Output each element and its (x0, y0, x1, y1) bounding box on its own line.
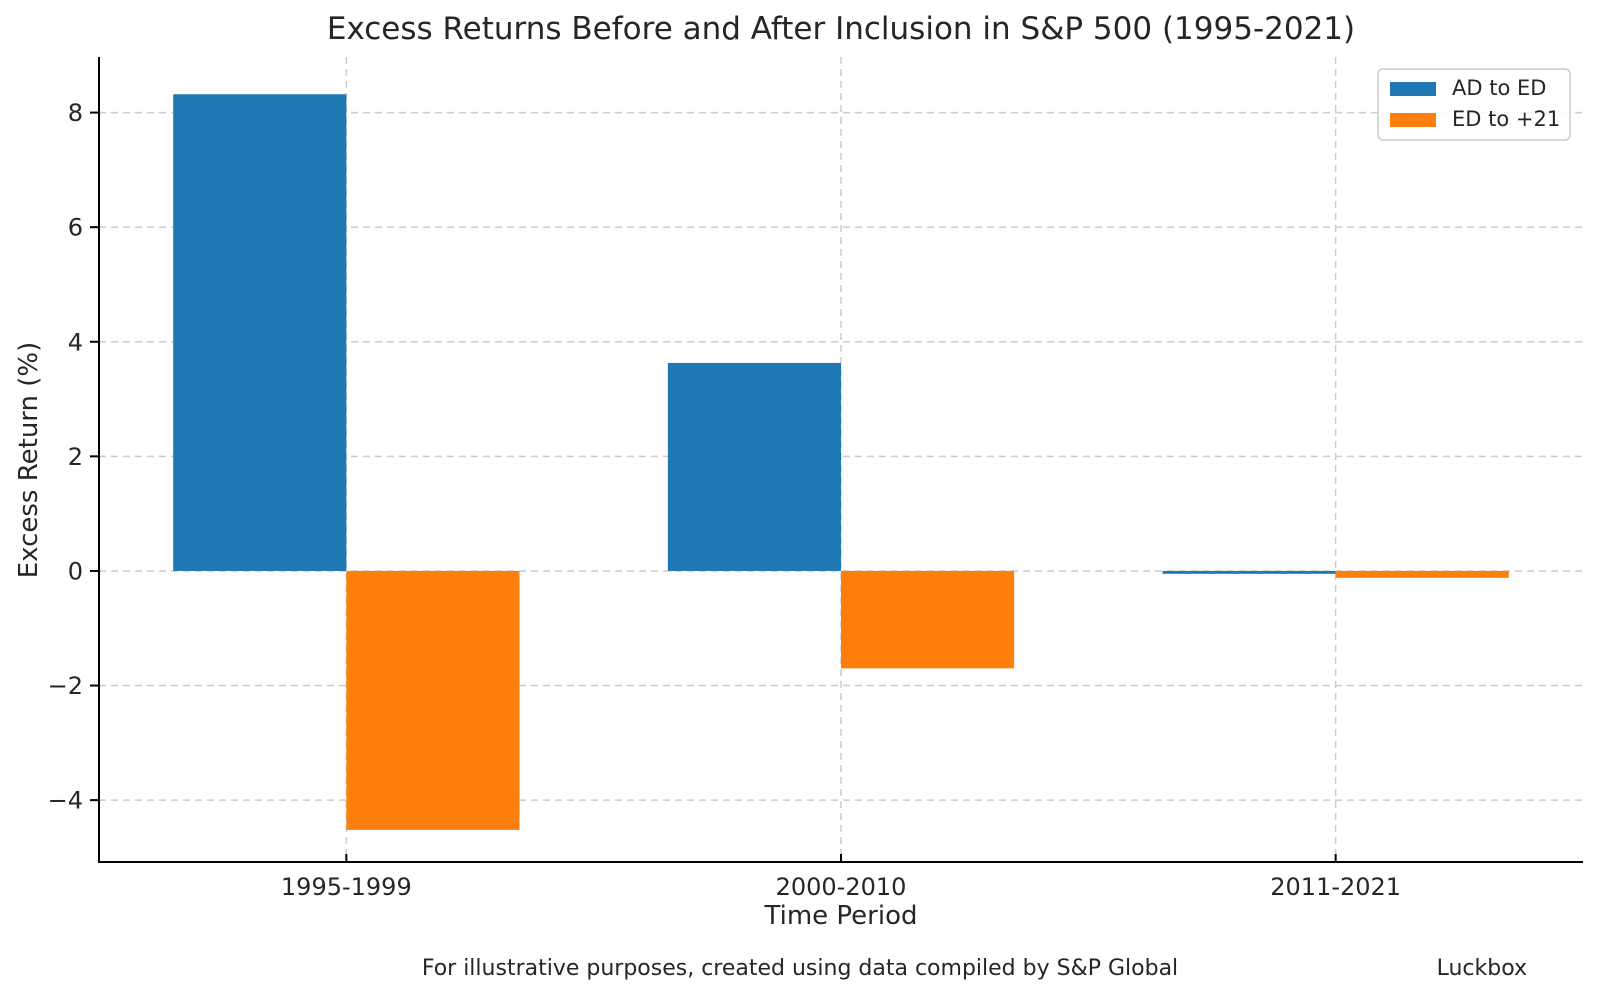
bar-ed-to--21-1995-1999 (346, 570, 520, 830)
legend-label-1: AD to ED (1452, 76, 1546, 100)
x-axis-label: Time Period (764, 901, 918, 931)
x-tick-label: 1995-1999 (281, 873, 412, 901)
bar-ad-to-ed-2011-2021 (1162, 570, 1336, 574)
x-tick-label: 2000-2010 (776, 873, 907, 901)
bar-ad-to-ed-1995-1999 (173, 94, 347, 571)
bar-ed-to--21-2011-2021 (1335, 570, 1509, 578)
y-tick-label: 8 (68, 99, 83, 127)
y-tick-label: 6 (68, 214, 83, 242)
y-tick-label: 0 (68, 557, 83, 585)
y-tick-label: −4 (48, 787, 83, 815)
y-tick-label: 4 (68, 328, 83, 356)
chart-title: Excess Returns Before and After Inclusio… (326, 11, 1356, 47)
legend-swatch-2 (1390, 113, 1436, 127)
y-tick-label: 2 (68, 443, 83, 471)
x-tick-label: 2011-2021 (1270, 873, 1401, 901)
legend-label-2: ED to +21 (1452, 107, 1560, 131)
bar-ad-to-ed-2000-2010 (667, 362, 841, 571)
legend-swatch-1 (1390, 82, 1436, 96)
y-tick-label: −2 (48, 672, 83, 700)
footer-note: For illustrative purposes, created using… (421, 956, 1179, 981)
bar-ed-to--21-2000-2010 (841, 570, 1015, 669)
y-axis-label: Excess Return (%) (14, 341, 44, 579)
footer-credit: Luckbox (1436, 956, 1527, 981)
